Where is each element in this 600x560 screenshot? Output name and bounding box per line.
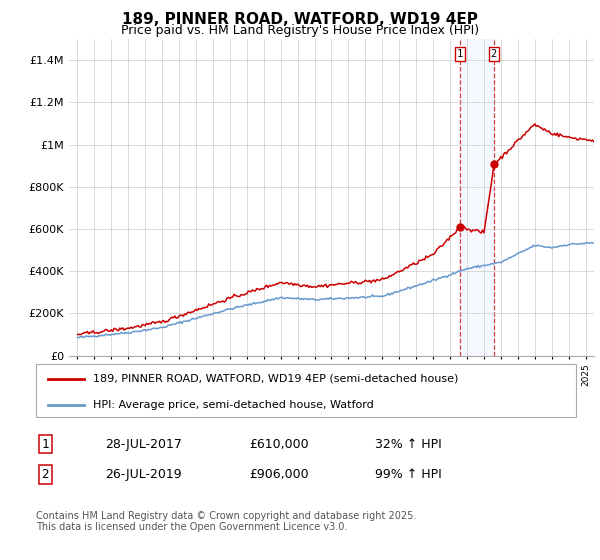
Text: £906,000: £906,000 [249,468,308,481]
Text: 1: 1 [457,49,463,59]
Text: HPI: Average price, semi-detached house, Watford: HPI: Average price, semi-detached house,… [93,400,374,410]
Text: 189, PINNER ROAD, WATFORD, WD19 4EP: 189, PINNER ROAD, WATFORD, WD19 4EP [122,12,478,27]
Text: £610,000: £610,000 [249,437,308,451]
Text: 189, PINNER ROAD, WATFORD, WD19 4EP (semi-detached house): 189, PINNER ROAD, WATFORD, WD19 4EP (sem… [93,374,458,384]
Text: 26-JUL-2019: 26-JUL-2019 [105,468,182,481]
Text: Contains HM Land Registry data © Crown copyright and database right 2025.
This d: Contains HM Land Registry data © Crown c… [36,511,416,533]
Text: 28-JUL-2017: 28-JUL-2017 [105,437,182,451]
Bar [460,39,494,356]
Text: 1: 1 [41,437,49,451]
Text: 32% ↑ HPI: 32% ↑ HPI [375,437,442,451]
Text: 2: 2 [490,49,497,59]
Text: 2: 2 [41,468,49,481]
Text: Price paid vs. HM Land Registry's House Price Index (HPI): Price paid vs. HM Land Registry's House … [121,24,479,36]
Text: 99% ↑ HPI: 99% ↑ HPI [375,468,442,481]
